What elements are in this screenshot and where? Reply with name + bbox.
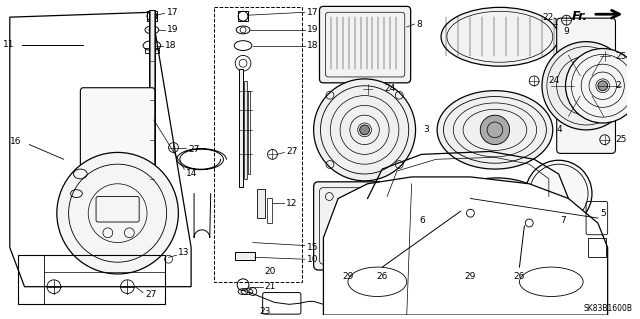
- Text: 24: 24: [549, 76, 560, 85]
- Text: 4: 4: [557, 125, 563, 134]
- Text: 26: 26: [376, 272, 388, 281]
- Text: 29: 29: [342, 272, 354, 281]
- Text: 3: 3: [424, 125, 429, 134]
- Circle shape: [480, 115, 509, 145]
- Text: 13: 13: [179, 248, 190, 257]
- Circle shape: [566, 48, 640, 123]
- FancyBboxPatch shape: [236, 252, 255, 260]
- FancyBboxPatch shape: [257, 189, 264, 218]
- Text: 5: 5: [600, 209, 605, 218]
- FancyBboxPatch shape: [149, 10, 155, 226]
- Text: 25: 25: [616, 135, 627, 144]
- Text: 6: 6: [419, 216, 425, 225]
- Text: 12: 12: [286, 199, 298, 208]
- Text: 17: 17: [166, 8, 178, 17]
- Text: SK83B1600B: SK83B1600B: [583, 304, 632, 313]
- Text: 27: 27: [286, 147, 298, 156]
- Circle shape: [598, 81, 607, 91]
- Text: 2: 2: [616, 81, 621, 90]
- Text: 18: 18: [307, 41, 318, 50]
- Text: 8: 8: [417, 19, 422, 28]
- Text: 10: 10: [307, 255, 318, 264]
- Text: 22: 22: [543, 13, 554, 22]
- Text: 18: 18: [164, 41, 176, 50]
- Circle shape: [360, 125, 369, 135]
- Circle shape: [515, 262, 524, 272]
- Text: 11: 11: [3, 40, 15, 49]
- Text: 15: 15: [307, 243, 318, 252]
- Circle shape: [542, 42, 630, 130]
- FancyBboxPatch shape: [81, 88, 155, 172]
- Text: 26: 26: [514, 272, 525, 281]
- Text: 27: 27: [188, 145, 200, 154]
- Text: 23: 23: [259, 307, 270, 316]
- Text: 9: 9: [564, 27, 570, 36]
- Text: 17: 17: [307, 8, 318, 17]
- FancyBboxPatch shape: [319, 6, 411, 83]
- Text: 29: 29: [465, 272, 476, 281]
- Text: 7: 7: [561, 216, 566, 225]
- Text: 25: 25: [616, 52, 627, 61]
- FancyBboxPatch shape: [239, 69, 243, 187]
- Text: 27: 27: [145, 290, 156, 299]
- Text: 24: 24: [384, 84, 396, 93]
- Ellipse shape: [437, 178, 557, 258]
- Circle shape: [378, 262, 387, 272]
- FancyBboxPatch shape: [314, 182, 412, 270]
- FancyBboxPatch shape: [557, 18, 616, 153]
- Text: 19: 19: [166, 26, 178, 34]
- Text: 19: 19: [307, 26, 318, 34]
- Circle shape: [343, 262, 353, 272]
- Ellipse shape: [525, 160, 592, 227]
- Text: 1: 1: [553, 18, 559, 26]
- Text: Fr.: Fr.: [572, 10, 588, 23]
- Text: 21: 21: [264, 282, 276, 291]
- Ellipse shape: [437, 91, 553, 169]
- FancyBboxPatch shape: [244, 81, 247, 179]
- Circle shape: [465, 262, 476, 272]
- Circle shape: [314, 79, 415, 181]
- Text: 20: 20: [264, 268, 276, 277]
- Text: 14: 14: [186, 169, 198, 179]
- Ellipse shape: [441, 7, 559, 66]
- Polygon shape: [323, 177, 607, 315]
- Text: 16: 16: [10, 137, 22, 146]
- Circle shape: [57, 152, 179, 274]
